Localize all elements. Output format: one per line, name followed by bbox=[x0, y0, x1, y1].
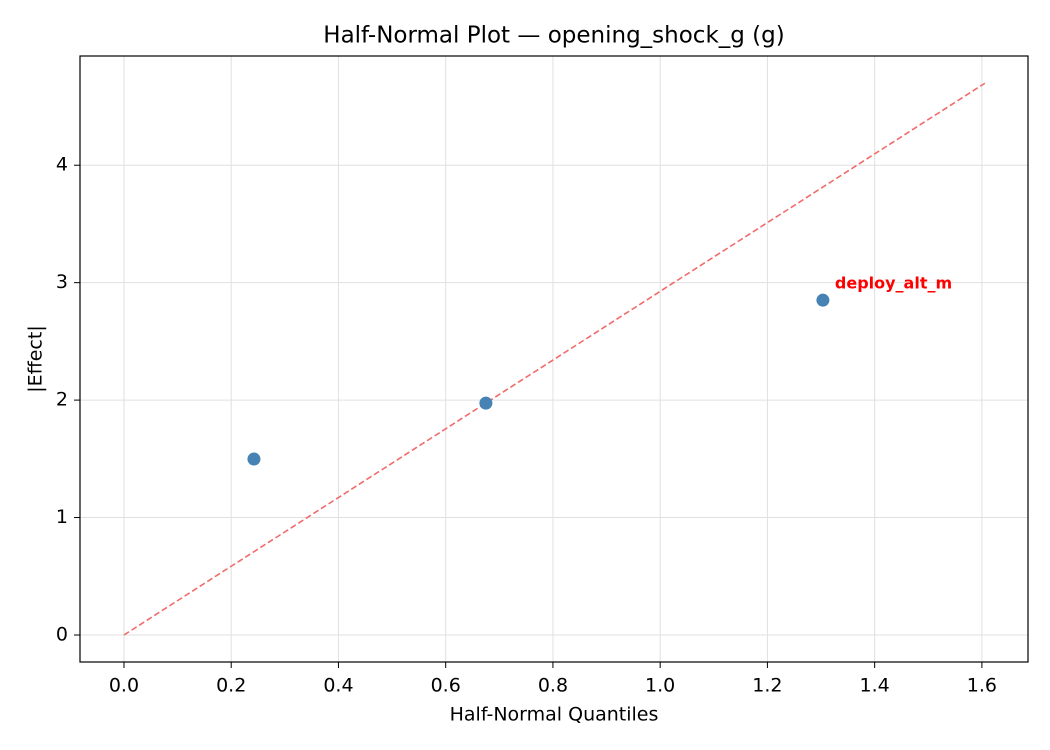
y-tick-label: 2 bbox=[56, 389, 68, 411]
x-tick-label: 1.0 bbox=[645, 675, 675, 697]
y-tick-label: 4 bbox=[56, 154, 68, 176]
x-tick-label: 1.6 bbox=[967, 675, 997, 697]
y-tick-label: 3 bbox=[56, 271, 68, 293]
x-tick-label: 0.2 bbox=[216, 675, 246, 697]
x-tick-label: 0.4 bbox=[323, 675, 353, 697]
x-axis-label: Half-Normal Quantiles bbox=[450, 704, 659, 726]
chart-title: Half-Normal Plot — opening_shock_g (g) bbox=[323, 23, 784, 49]
plot-frame bbox=[79, 55, 1029, 663]
reference-line bbox=[123, 82, 986, 636]
point-label: deploy_alt_m bbox=[835, 274, 952, 293]
x-tick-label: 0.6 bbox=[431, 675, 461, 697]
x-tick-label: 1.2 bbox=[752, 675, 782, 697]
x-tick-label: 0.8 bbox=[538, 675, 568, 697]
x-tick-label: 1.4 bbox=[860, 675, 890, 697]
point bbox=[247, 452, 261, 466]
y-tick-label: 1 bbox=[56, 506, 68, 528]
point bbox=[816, 293, 830, 307]
x-tick-label: 0.0 bbox=[109, 675, 139, 697]
y-axis-label: |Effect| bbox=[25, 325, 47, 392]
y-tick-label: 0 bbox=[56, 623, 68, 645]
point bbox=[479, 396, 493, 410]
